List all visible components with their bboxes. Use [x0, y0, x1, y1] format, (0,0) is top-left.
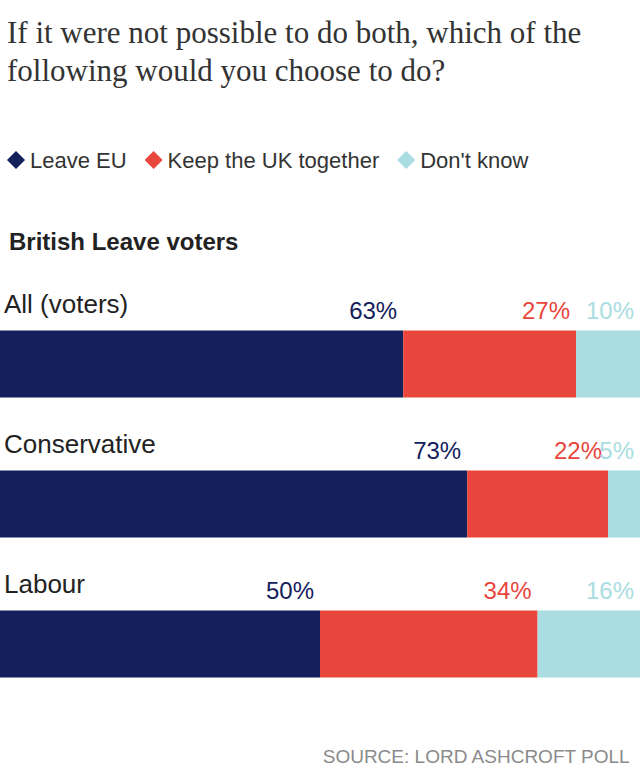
svg-text:22%: 22% [554, 437, 602, 464]
svg-text:British Leave voters: British Leave voters [9, 228, 238, 255]
svg-text:16%: 16% [586, 577, 634, 604]
svg-text:10%: 10% [586, 297, 634, 324]
svg-text:27%: 27% [522, 297, 570, 324]
svg-text:All (voters): All (voters) [4, 289, 128, 319]
svg-text:SOURCE: LORD ASHCROFT POLL: SOURCE: LORD ASHCROFT POLL [323, 746, 630, 767]
svg-text:63%: 63% [349, 297, 397, 324]
svg-text:34%: 34% [484, 577, 532, 604]
svg-text:If it were not possible to do: If it were not possible to do both, whic… [7, 15, 589, 50]
svg-text:Leave EU: Leave EU [30, 148, 127, 173]
svg-text:5%: 5% [599, 437, 634, 464]
svg-text:Labour: Labour [4, 569, 85, 599]
svg-text:Keep the UK together: Keep the UK together [168, 148, 380, 173]
svg-text:Don't know: Don't know [420, 148, 528, 173]
svg-text:73%: 73% [413, 437, 461, 464]
svg-text:50%: 50% [266, 577, 314, 604]
svg-text:following would you choose to: following would you choose to do? [7, 53, 445, 88]
svg-text:Conservative: Conservative [4, 429, 156, 459]
